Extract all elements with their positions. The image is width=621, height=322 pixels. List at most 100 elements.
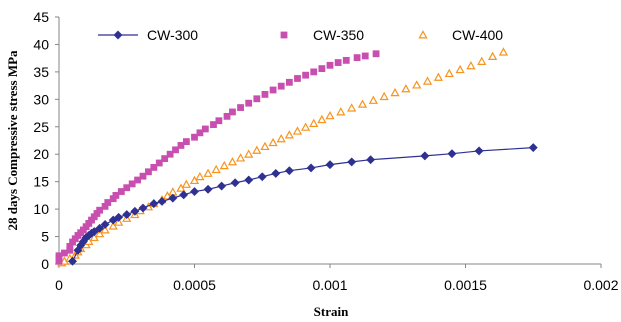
data-point [117, 188, 125, 195]
y-tick-label: 15 [33, 174, 49, 190]
data-point [179, 190, 189, 200]
legend-label: CW-300 [147, 27, 198, 43]
y-tick-label: 40 [33, 36, 49, 52]
y-tick-label: 5 [41, 229, 49, 245]
legend-label: CW-350 [313, 27, 364, 43]
data-point [139, 172, 147, 180]
data-point [276, 134, 286, 143]
data-point [244, 175, 254, 185]
data-point [253, 95, 261, 103]
data-point [112, 191, 120, 199]
data-point [181, 179, 191, 188]
data-point [309, 118, 319, 127]
data-point [211, 164, 221, 174]
data-point [361, 52, 369, 60]
data-point [285, 78, 293, 86]
data-point [100, 225, 110, 234]
data-point [96, 206, 104, 214]
legend-item-cw-400: CW-400 [418, 27, 503, 43]
data-point [237, 104, 244, 111]
data-point [268, 137, 278, 147]
data-point [149, 199, 159, 209]
legend-marker [280, 31, 288, 39]
data-point [477, 56, 487, 65]
data-point [412, 80, 422, 89]
data-point [114, 217, 124, 226]
data-point [342, 56, 350, 64]
data-point [196, 129, 204, 137]
data-point [150, 163, 158, 171]
y-tick-label: 0 [41, 256, 49, 272]
data-point [455, 64, 465, 74]
data-point [257, 172, 267, 182]
data-point [284, 166, 294, 176]
data-point [108, 221, 118, 230]
data-point [306, 163, 316, 173]
data-point [229, 108, 236, 116]
y-tick-label: 20 [33, 146, 49, 162]
x-tick-labels: 0 0.0005 0.001 0.0015 0.002 [55, 264, 619, 293]
data-point [372, 50, 380, 58]
x-tick-label: 0.0015 [444, 277, 487, 293]
y-tick-label: 35 [33, 64, 49, 80]
data-point [284, 130, 294, 139]
data-point [444, 68, 454, 78]
data-point [145, 168, 152, 176]
data-point [215, 117, 223, 125]
data-point [487, 51, 498, 61]
data-point [155, 159, 163, 167]
data-point [302, 71, 310, 79]
legend-item-cw-300: CW-300 [98, 27, 198, 43]
data-point [223, 112, 231, 120]
data-point [101, 202, 109, 210]
data-point [318, 65, 326, 72]
data-point [201, 125, 209, 133]
y-tick-label: 10 [33, 201, 49, 217]
data-point [203, 184, 213, 194]
data-point [245, 99, 253, 107]
data-point [336, 107, 346, 116]
data-point [310, 68, 318, 76]
data-point [325, 110, 335, 120]
data-point [466, 61, 476, 70]
data-point [130, 206, 140, 216]
series-cw-350 [55, 50, 380, 265]
data-point [128, 180, 136, 188]
y-tick-label: 25 [33, 119, 49, 135]
data-point [138, 203, 148, 213]
legend-marker [113, 30, 123, 40]
data-point [261, 90, 269, 98]
data-point [189, 175, 200, 185]
data-point [55, 252, 63, 260]
data-point [176, 183, 186, 192]
x-tick-label: 0 [55, 277, 63, 293]
data-point [326, 61, 334, 69]
data-point [447, 149, 457, 159]
data-point [166, 150, 174, 158]
data-point [379, 91, 389, 101]
data-point [134, 176, 141, 184]
data-point [334, 59, 342, 66]
data-point [422, 76, 433, 85]
y-tick-labels: 0 5 10 15 20 25 30 35 40 45 [33, 9, 59, 272]
data-point [325, 160, 335, 170]
data-point [294, 75, 301, 82]
data-point [252, 145, 262, 154]
x-tick-label: 0.001 [312, 277, 347, 293]
data-point [474, 146, 484, 156]
data-point [353, 54, 361, 62]
legend-label: CW-400 [452, 27, 503, 43]
data-point [269, 86, 277, 94]
data-point [66, 246, 74, 254]
legend-item-cw-350: CW-350 [280, 27, 364, 43]
data-point [433, 72, 444, 81]
data-point [114, 212, 124, 222]
data-point [420, 151, 430, 161]
series-cw-400 [57, 47, 509, 267]
data-point [347, 103, 357, 112]
data-point [235, 153, 246, 162]
data-point [219, 160, 229, 170]
data-point [161, 155, 169, 163]
data-point [104, 199, 112, 206]
